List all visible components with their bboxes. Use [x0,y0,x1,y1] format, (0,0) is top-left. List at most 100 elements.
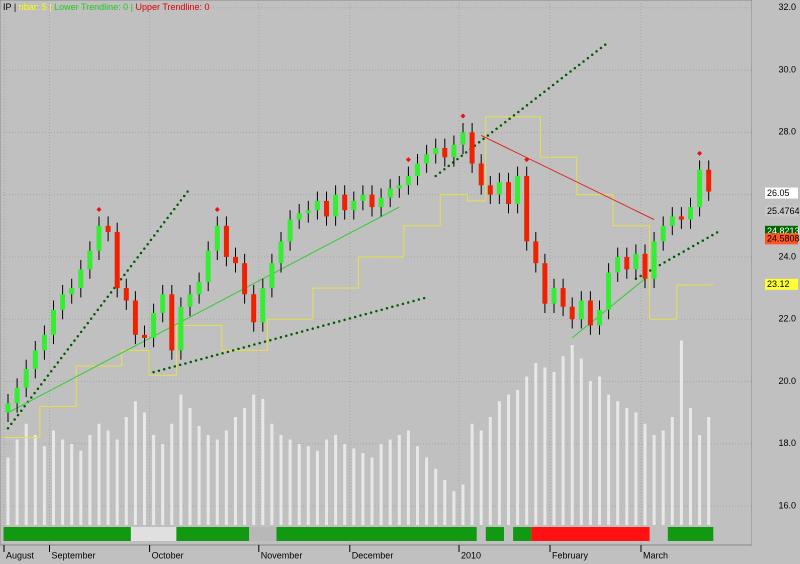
volume-bar [24,423,28,525]
ribbon-segment [249,527,277,541]
y-tick-label: 28.0 [778,127,796,137]
y-tick-label: 22.0 [778,314,796,324]
volume-pane [3,340,714,541]
volume-bar [388,439,392,525]
volume-bar [315,450,319,525]
volume-bar [261,399,265,525]
price-tag [765,205,798,217]
title-part: Lower Trendline: 0 | [54,2,133,12]
peak-marker [524,157,530,163]
volume-bar [279,435,283,525]
candle-body [669,216,675,226]
volume-bar [252,394,256,525]
volume-bar [97,423,101,525]
stop-line [148,350,159,376]
price-tag [765,187,798,199]
stop-line [467,194,477,202]
volume-bar [52,430,55,525]
volume-bar [370,457,374,525]
volume-bar [525,376,529,525]
volume-bar [124,417,128,525]
title-part: Upper Trendline: 0 [135,2,209,12]
peak-marker [405,157,411,163]
ribbon-segment [531,527,650,541]
trendline [480,135,655,221]
volume-bar [143,412,146,525]
candle-body [642,253,648,279]
candle-body [415,163,420,176]
candle-body [542,263,548,304]
candle-body [515,175,521,204]
x-tick-label: October [152,550,184,560]
candle-body [169,294,175,351]
candle-body [578,300,584,320]
candle-body [260,288,266,323]
trendline-dotted [634,230,720,280]
volume-bar [552,372,556,525]
volume-bar [634,412,638,525]
volume-bar [452,491,456,525]
candle-body [5,403,11,413]
candle-body [551,288,557,304]
ribbon-segment [3,527,131,541]
volume-bar [479,430,483,525]
stop-line [221,325,231,351]
volume-bar [406,430,410,525]
candle-body [660,225,666,242]
candle-body [269,263,275,289]
volume-bar [579,358,583,525]
volume-bar [379,444,383,525]
candle-body [460,132,466,145]
candle-body [14,387,20,404]
y-tick-label: 18.0 [778,438,796,448]
volume-bar [588,381,592,525]
x-tick-label: 2010 [461,550,481,560]
candle-body [424,154,430,164]
candle-body [524,175,530,242]
volume-bar [42,446,46,525]
volume-bar [70,444,74,525]
candle-body [615,256,621,273]
candle-body [651,241,657,279]
volume-bar [6,457,10,525]
candle-body [196,281,202,295]
volume-bar [297,444,301,525]
candle-body [87,250,93,270]
candle-body [142,334,147,338]
volume-bar [224,430,228,525]
candle-body [151,312,157,338]
volume-bar [416,446,419,525]
volume-bar [679,340,683,525]
price-tag-label: 24.5808 [767,234,800,244]
volume-bar [243,408,247,525]
candle-body [569,306,575,320]
y-tick-label: 16.0 [778,500,796,510]
volume-bar [661,430,665,525]
candle-body [496,182,502,195]
stop-line [121,349,131,366]
price-tag [765,233,798,245]
chart-title: IP | nbar: 5 | Lower Trendline: 0 | Uppe… [3,2,210,12]
volume-bar [670,417,674,525]
candle-body [78,269,84,289]
volume-bar [33,435,37,525]
title-part: IP | [3,2,16,12]
volume-bar [507,394,510,525]
candle-body [96,225,102,251]
volume-bar [425,457,429,525]
candles [5,113,712,422]
candle-body [624,256,630,270]
volume-bar [334,435,338,525]
volume-bar [215,439,219,525]
price-tag-label: 25.4764 [767,206,800,216]
candle-body [69,288,75,295]
candle-body [387,188,393,198]
volume-bar [488,417,492,525]
peak-marker [214,206,220,212]
peak-marker [460,113,466,119]
price-tag-label: 24.8213 [767,226,800,236]
candle-body [405,175,411,186]
candle-body [451,144,457,158]
volume-bar [161,444,165,525]
